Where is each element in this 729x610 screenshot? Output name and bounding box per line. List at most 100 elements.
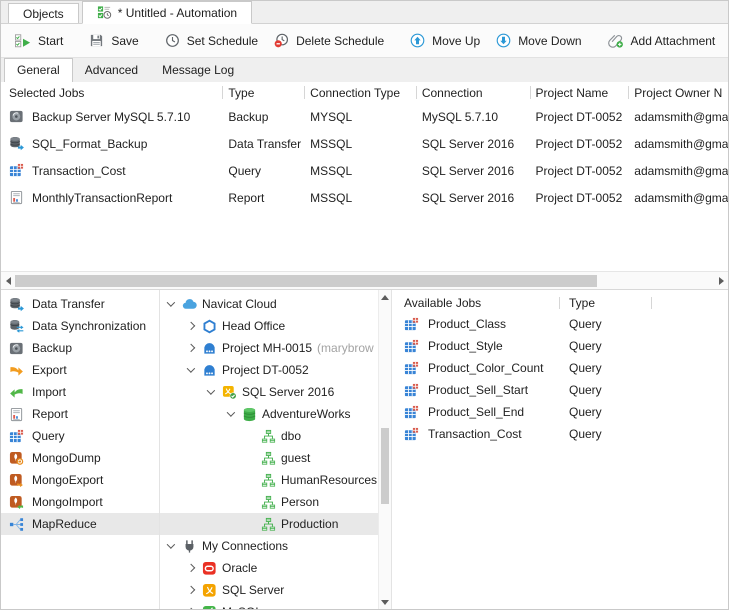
job-connection-type: MYSQL [310,109,353,124]
tree-item-navicat-cloud[interactable]: Navicat Cloud [160,293,378,315]
mongodump-icon [9,451,24,466]
scroll-left-arrow-icon[interactable] [1,272,15,289]
table-row[interactable]: Product_Color_Count Query [392,357,728,379]
job-name: Product_Class [428,317,507,331]
horizontal-scrollbar[interactable] [1,271,728,290]
table-row[interactable]: Backup Server MySQL 5.7.10 Backup MYSQL … [1,103,728,130]
scroll-right-arrow-icon[interactable] [714,272,728,289]
column-header-type[interactable]: Type [222,82,304,103]
tab-message-log[interactable]: Message Log [150,59,246,82]
tree-item-project-mh-0015[interactable]: Project MH-0015 (marybrow [160,337,378,359]
collapse-arrow-icon[interactable] [205,386,217,398]
column-header-connection-type[interactable]: Connection Type [304,82,416,103]
collapse-arrow-icon[interactable] [185,364,197,376]
job-type-item-import[interactable]: Import [1,381,159,403]
table-row[interactable]: Product_Sell_End Query [392,401,728,423]
export-icon [9,363,24,378]
move-up-button[interactable]: Move Up [402,28,488,53]
column-header-available-jobs[interactable]: Available Jobs [404,296,482,310]
job-name: Product_Sell_End [428,405,525,419]
view-tab-bar: General Advanced Message Log [1,58,728,82]
tree-item-sql-server[interactable]: SQL Server [160,579,378,601]
job-type-item-export[interactable]: Export [1,359,159,381]
move-down-button[interactable]: Move Down [488,28,589,53]
tab-general[interactable]: General [4,58,73,82]
tree-item-adventureworks[interactable]: AdventureWorks [160,403,378,425]
set-schedule-button[interactable]: Set Schedule [157,28,266,53]
column-header-selected-jobs[interactable]: Selected Jobs [9,85,85,100]
job-name: MonthlyTransactionReport [32,190,173,205]
job-type-item-backup[interactable]: Backup [1,337,159,359]
selected-jobs-table: Selected Jobs Type Connection Type Conne… [1,82,728,271]
tree-item-production[interactable]: Production [160,513,378,535]
expand-arrow-icon[interactable] [185,562,197,574]
tree-item-my-connections[interactable]: My Connections [160,535,378,557]
job-connection-type: MSSQL [310,136,353,151]
vertical-scrollbar-thumb[interactable] [381,428,389,504]
tab-advanced-label: Advanced [84,63,139,77]
tab-advanced[interactable]: Advanced [73,59,150,82]
table-row[interactable]: Transaction_Cost Query [392,423,728,445]
job-type-item-report[interactable]: Report [1,403,159,425]
vertical-scrollbar[interactable] [378,290,391,609]
job-name: SQL_Format_Backup [32,136,148,151]
job-type-item-mongoexport[interactable]: MongoExport [1,469,159,491]
collapse-arrow-icon[interactable] [165,298,177,310]
delete-schedule-label: Delete Schedule [296,33,385,48]
document-tab-bar: Objects * Untitled - Automation [1,1,728,24]
tree-item-person[interactable]: Person [160,491,378,513]
tree-item-mysql[interactable]: MySQL [160,601,378,609]
tree-item-humanresources[interactable]: HumanResources [160,469,378,491]
tree-item-oracle[interactable]: Oracle [160,557,378,579]
scroll-down-arrow-icon[interactable] [379,595,391,609]
backup-icon [9,109,24,124]
tree-item-guest[interactable]: guest [160,447,378,469]
job-type-item-mapreduce[interactable]: MapReduce [1,513,159,535]
scroll-up-arrow-icon[interactable] [379,290,391,304]
table-row[interactable]: Product_Style Query [392,335,728,357]
start-button[interactable]: Start [7,28,71,54]
column-header-project-owner[interactable]: Project Owner N [628,82,728,103]
add-attachment-button[interactable]: Add Attachment [600,28,724,54]
tree-item-sql-server-2016[interactable]: SQL Server 2016 [160,381,378,403]
job-type-item-mongoimport[interactable]: MongoImport [1,491,159,513]
tab-automation[interactable]: * Untitled - Automation [81,1,253,24]
column-header-connection[interactable]: Connection [415,82,530,103]
tree-item-head-office[interactable]: Head Office [160,315,378,337]
move-up-icon [410,33,425,48]
job-connection: SQL Server 2016 [421,136,515,151]
job-project: Project DT-0052 [535,136,623,151]
column-header-project-name[interactable]: Project Name [529,82,629,103]
expand-arrow-icon[interactable] [185,584,197,596]
job-type: Report [228,190,265,205]
job-type: Backup [228,109,269,124]
table-row[interactable]: Transaction_Cost Query MSSQL SQL Server … [1,157,728,184]
save-button[interactable]: Save [81,28,146,53]
collapse-arrow-icon[interactable] [225,408,237,420]
expand-arrow-icon[interactable] [185,606,197,609]
toolbar-overflow-button[interactable]: » ▾ [723,32,728,50]
move-down-icon [496,33,511,48]
table-row[interactable]: MonthlyTransactionReport Report MSSQL SQ… [1,184,728,211]
horizontal-scrollbar-thumb[interactable] [15,275,597,287]
tree-item-project-dt-0052[interactable]: Project DT-0052 [160,359,378,381]
column-header-type[interactable]: Type [559,293,651,313]
table-row[interactable]: Product_Class Query [392,313,728,335]
delete-schedule-button[interactable]: Delete Schedule [266,28,392,53]
tree-item-dbo[interactable]: dbo [160,425,378,447]
import-icon [9,385,24,400]
job-type-item-query[interactable]: Query [1,425,159,447]
table-row[interactable]: SQL_Format_Backup Data Transfer MSSQL SQ… [1,130,728,157]
job-type-item-mongodump[interactable]: MongoDump [1,447,159,469]
job-project: Project DT-0052 [535,109,623,124]
job-type-item-data-synchronization[interactable]: Data Synchronization [1,315,159,337]
expand-arrow-icon[interactable] [185,342,197,354]
collapse-arrow-icon[interactable] [165,540,177,552]
tab-objects[interactable]: Objects [8,3,79,23]
expand-arrow-icon[interactable] [185,320,197,332]
plug-icon [182,539,197,554]
job-type-item-data-transfer[interactable]: Data Transfer [1,293,159,315]
table-row[interactable]: Product_Sell_Start Query [392,379,728,401]
oracle-icon [202,561,217,576]
